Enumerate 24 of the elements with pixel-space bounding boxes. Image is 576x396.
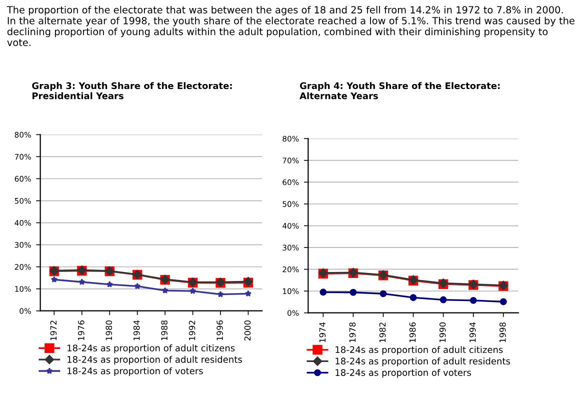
x-tick-label: 1974 bbox=[319, 322, 326, 342]
x-tick-label: 1992 bbox=[188, 320, 196, 340]
legend-label: 18-24s as proportion of voters bbox=[68, 367, 203, 376]
x-tick-label: 1988 bbox=[161, 320, 168, 340]
x-tick-label: 1990 bbox=[439, 322, 446, 342]
legend-label: 18-24s as proportion of adult residents bbox=[68, 356, 242, 365]
legend-label: 18-24s as proportion of adult citizens bbox=[336, 346, 503, 355]
x-tick-label: 1972 bbox=[50, 320, 57, 340]
x-tick-label: 1986 bbox=[409, 322, 416, 342]
text: The proportion of the electorate that was between the ages of 18 and 25 fell from 14.2% in 1972 to 7.8% in 2000. In the alternate year of 1998, the youth share of the electorate reached a low of 5.1%. This trend was caused by the declining proportion of young adults within the adult population, combined with their diminishing propensity to vote. bbox=[6, 6, 574, 46]
x-tick-label: 1976 bbox=[78, 320, 84, 340]
chart-title: Graph 4: Youth Share of the Electorate: Alternate Years bbox=[300, 82, 500, 100]
x-tick-label: 1996 bbox=[216, 320, 223, 340]
x-tick-label: 2000 bbox=[244, 320, 251, 340]
x-tick-label: 1980 bbox=[106, 320, 112, 340]
legend-label: 18-24s as proportion of voters bbox=[336, 368, 471, 378]
chart-title: Graph 3: Youth Share of the Electorate: Presidential Years bbox=[32, 82, 232, 100]
x-tick-label: 1994 bbox=[469, 322, 476, 342]
x-tick-label: 1984 bbox=[133, 320, 140, 340]
x-tick-label: 1982 bbox=[379, 322, 386, 342]
legend-label: 18-24s as proportion of adult citizens bbox=[68, 344, 235, 354]
x-tick-label: 1978 bbox=[349, 322, 356, 342]
x-tick-label: 1998 bbox=[499, 322, 506, 342]
legend-label: 18-24s as proportion of adult residents bbox=[336, 358, 510, 366]
